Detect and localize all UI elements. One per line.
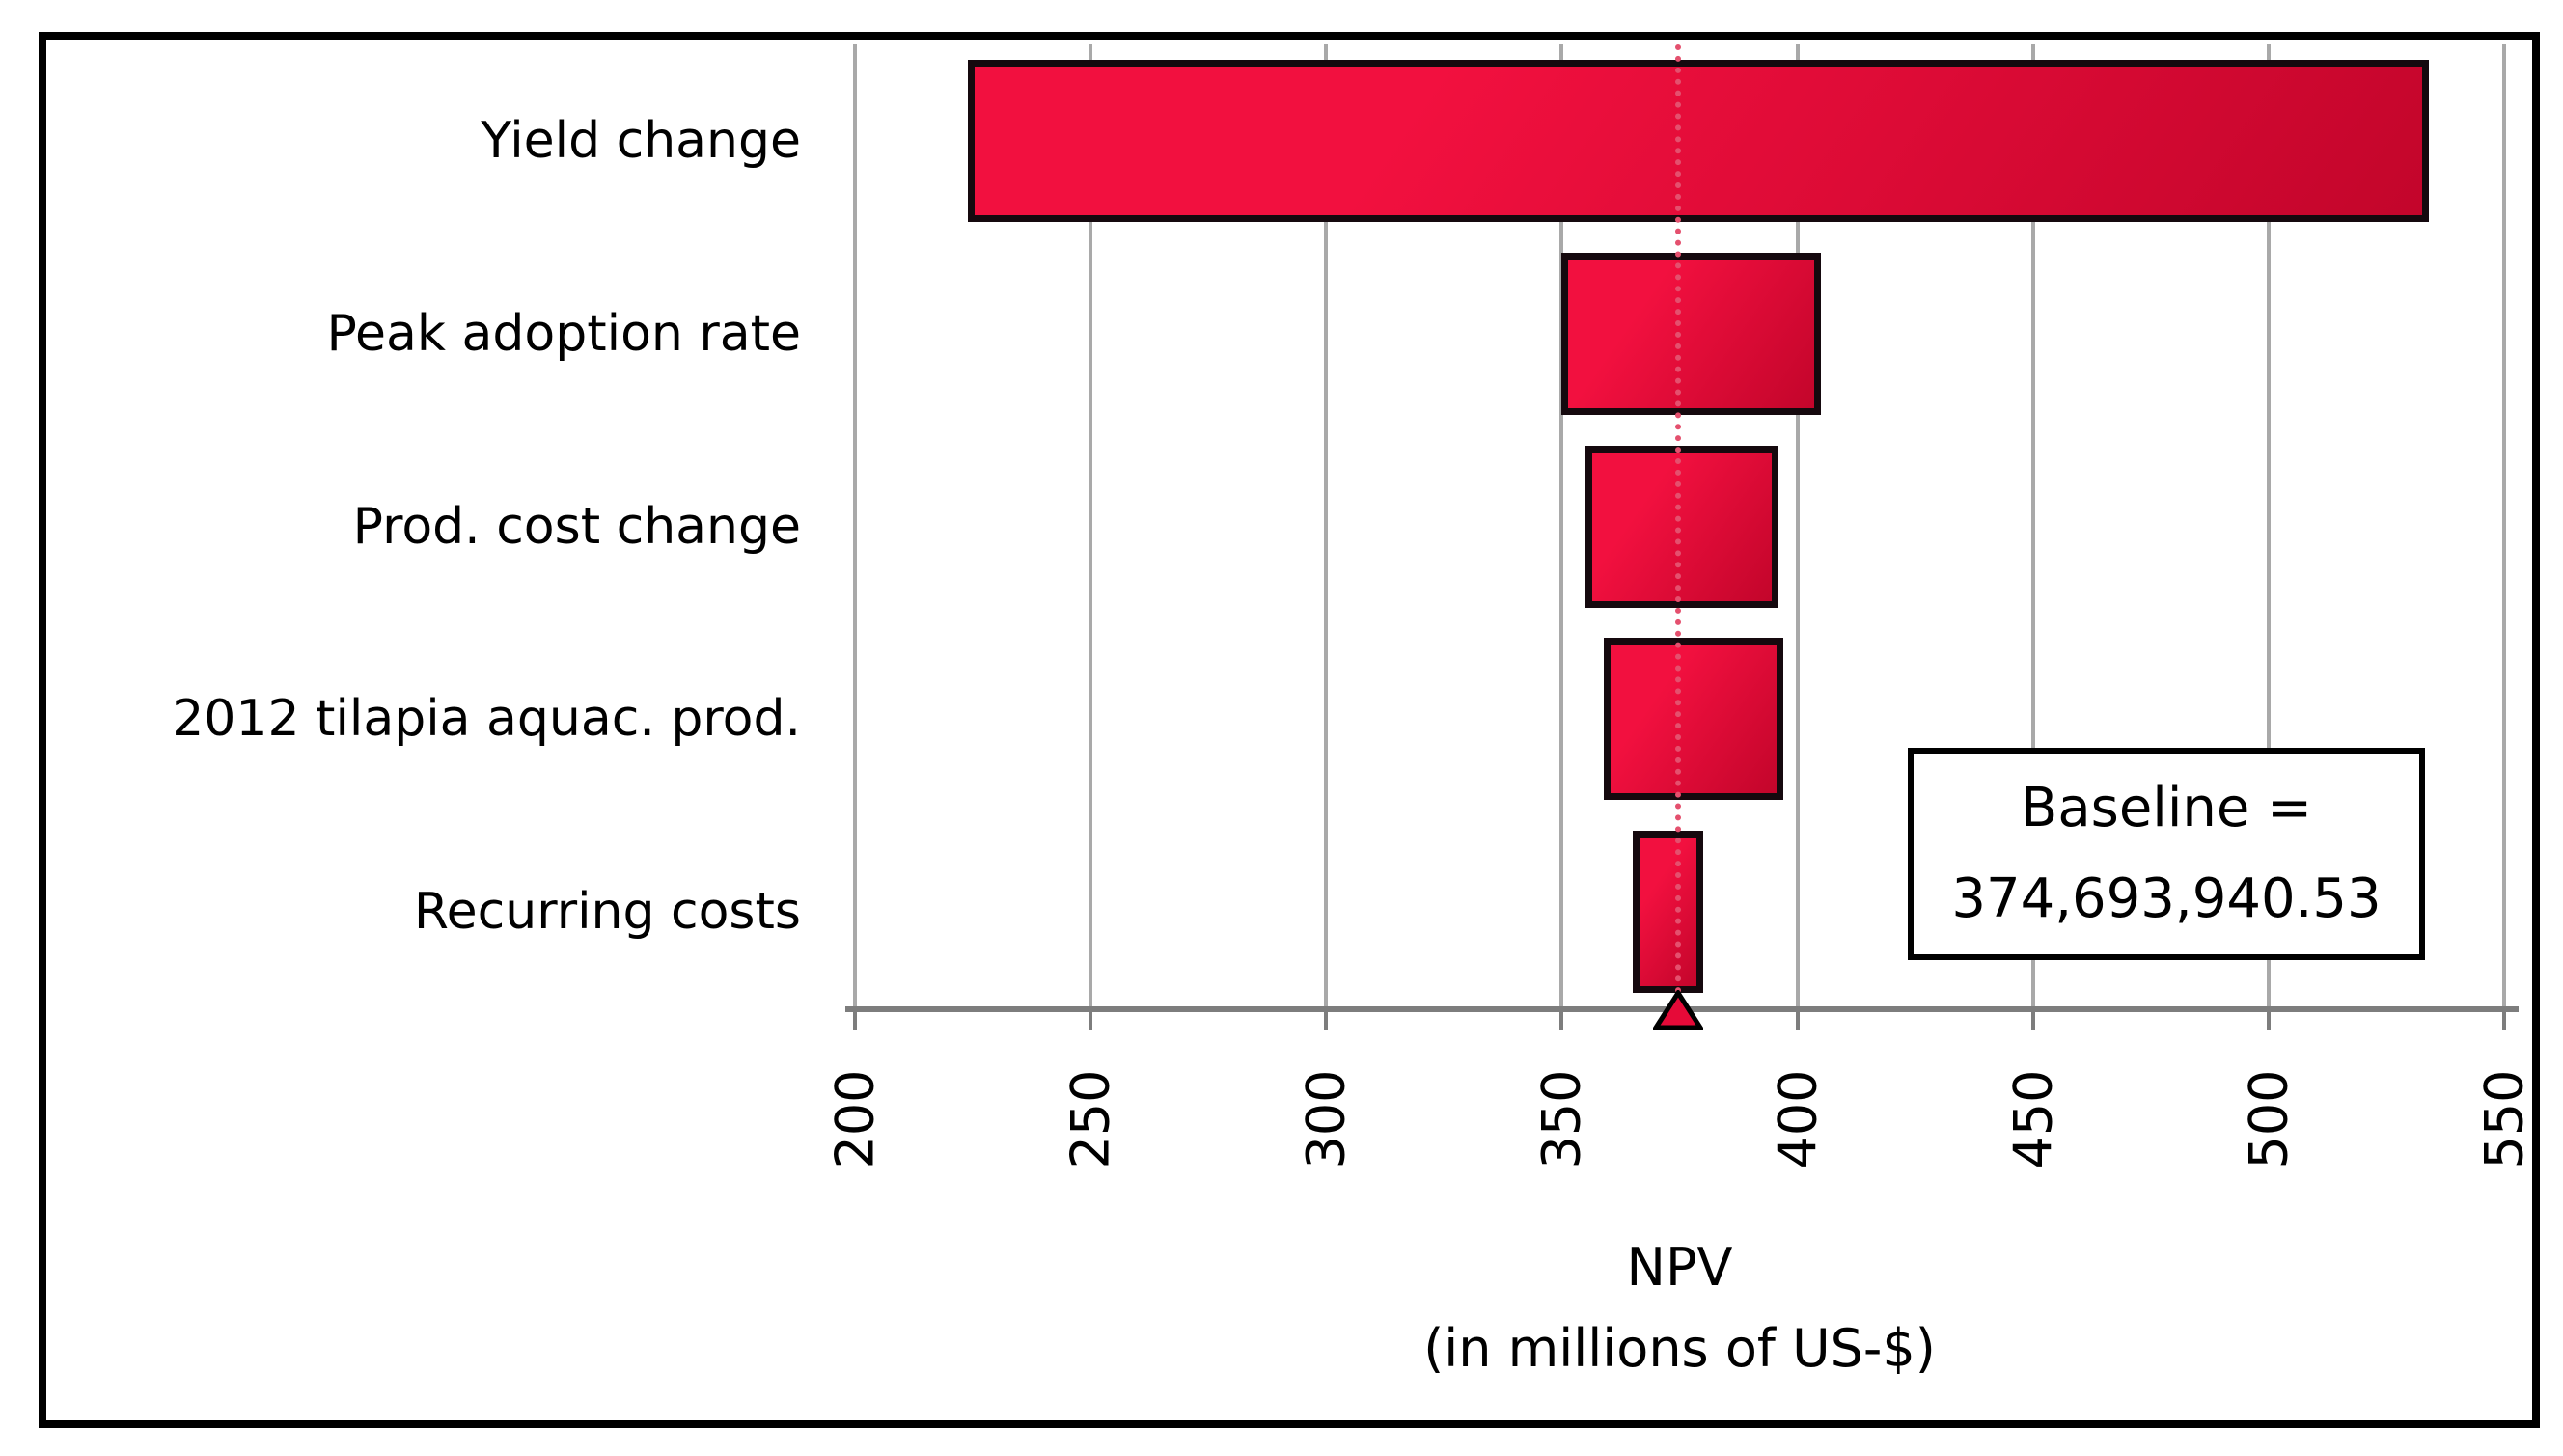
bar-yield-change bbox=[968, 59, 2429, 222]
baseline-dashed-line bbox=[1675, 44, 1681, 994]
tick-mark-450 bbox=[2030, 1009, 2035, 1030]
x-tick-label-300: 300 bbox=[1295, 1069, 1357, 1169]
category-label-peak-adoption-rate: Peak adoption rate bbox=[326, 304, 801, 363]
bar-recurring-costs bbox=[1632, 831, 1703, 994]
bar-peak-adoption-rate bbox=[1561, 252, 1821, 415]
tick-mark-250 bbox=[1089, 1009, 1093, 1030]
bar-2012-tilapia-aquac-prod- bbox=[1604, 638, 1783, 801]
gridline-400 bbox=[1795, 44, 1800, 1008]
figure-border bbox=[39, 32, 2540, 1428]
x-axis-title: NPV (in millions of US-$) bbox=[855, 1227, 2504, 1389]
gridline-450 bbox=[2030, 44, 2035, 1008]
gridline-500 bbox=[2266, 44, 2271, 1008]
gridline-250 bbox=[1089, 44, 1093, 1008]
gridline-550 bbox=[2502, 44, 2506, 1008]
tick-mark-350 bbox=[1559, 1009, 1564, 1030]
gridline-300 bbox=[1324, 44, 1329, 1008]
baseline-annotation-line2: 374,693,940.53 bbox=[1951, 867, 2382, 930]
tick-mark-400 bbox=[1795, 1009, 1800, 1030]
baseline-annotation-box: Baseline = 374,693,940.53 bbox=[1908, 748, 2425, 960]
x-tick-label-250: 250 bbox=[1060, 1069, 1121, 1169]
tick-mark-300 bbox=[1324, 1009, 1329, 1030]
x-tick-label-400: 400 bbox=[1767, 1069, 1829, 1169]
x-tick-label-200: 200 bbox=[824, 1069, 886, 1169]
tick-mark-550 bbox=[2502, 1009, 2506, 1030]
x-axis-title-line1: NPV bbox=[1626, 1237, 1733, 1298]
gridline-350 bbox=[1559, 44, 1564, 1008]
bar-prod-cost-change bbox=[1585, 445, 1779, 608]
x-tick-label-500: 500 bbox=[2238, 1069, 2300, 1169]
baseline-triangle-up-icon bbox=[1653, 990, 1703, 1030]
x-tick-label-550: 550 bbox=[2473, 1069, 2535, 1169]
category-label-prod-cost-change: Prod. cost change bbox=[352, 497, 801, 556]
category-label-recurring-costs: Recurring costs bbox=[413, 883, 801, 942]
baseline-annotation-line1: Baseline = bbox=[2020, 777, 2313, 839]
x-tick-label-350: 350 bbox=[1530, 1069, 1592, 1169]
x-axis-title-line2: (in millions of US-$) bbox=[1423, 1318, 1936, 1379]
gridline-200 bbox=[853, 44, 857, 1008]
category-label-2012-tilapia-aquac-prod-: 2012 tilapia aquac. prod. bbox=[172, 690, 801, 749]
tick-mark-200 bbox=[853, 1009, 857, 1030]
tick-mark-500 bbox=[2266, 1009, 2271, 1030]
category-label-yield-change: Yield change bbox=[481, 111, 801, 170]
x-tick-label-450: 450 bbox=[2002, 1069, 2064, 1169]
